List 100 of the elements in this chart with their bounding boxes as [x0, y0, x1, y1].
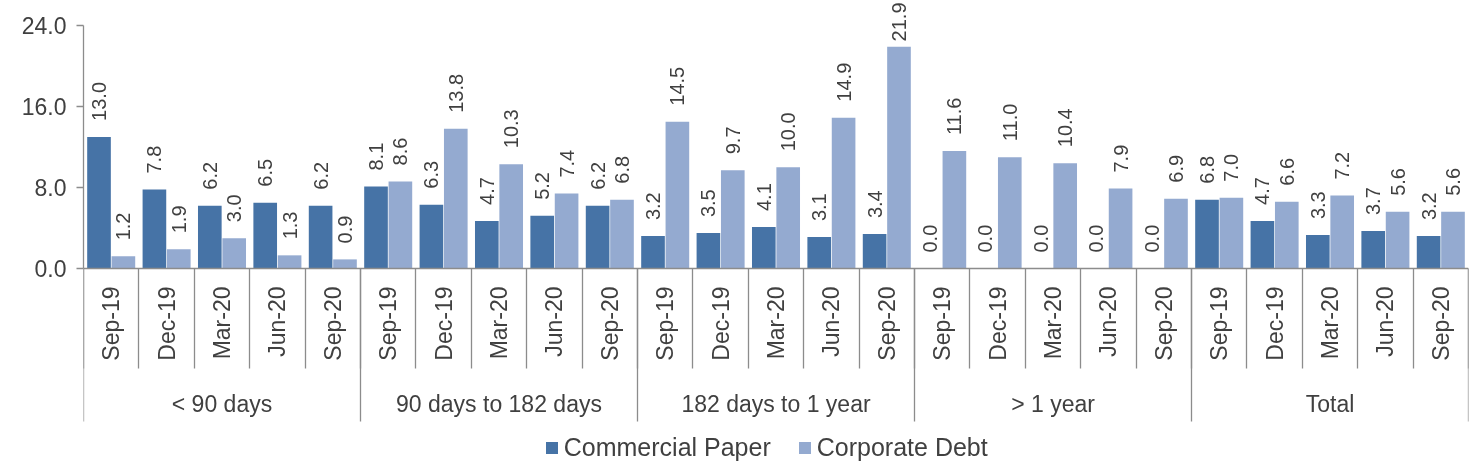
- legend-label: Commercial Paper: [563, 433, 771, 462]
- bar: [111, 256, 136, 269]
- x-tick-label: Mar-20: [1317, 286, 1343, 360]
- bar: [1416, 236, 1441, 269]
- x-tick-label: Jun-20: [818, 286, 845, 357]
- bar: [197, 205, 222, 269]
- bar: [1164, 198, 1188, 269]
- bar: [641, 236, 665, 269]
- bar: [1250, 220, 1275, 269]
- data-label: 3.0: [223, 194, 246, 223]
- y-tick-label: 16.0: [21, 94, 67, 120]
- data-label: 0.0: [1085, 224, 1108, 253]
- x-tick-label: Dec-19: [984, 286, 1011, 361]
- data-label: 3.3: [1306, 191, 1329, 220]
- data-label: 1.9: [167, 205, 190, 234]
- x-tick-label: Dec-19: [707, 286, 734, 361]
- data-label: 6.2: [309, 161, 332, 190]
- bar: [1195, 199, 1219, 269]
- bar: [1219, 197, 1244, 269]
- bar: [364, 186, 388, 269]
- bar: [1108, 188, 1133, 269]
- bar: [585, 205, 610, 269]
- text: 90 days to 182 days: [396, 390, 602, 417]
- x-tick-label: Sep-20: [596, 286, 623, 361]
- x-tick-label: Sep-19: [1206, 286, 1233, 361]
- data-label: 0.0: [919, 224, 942, 253]
- x-tick-label: Jun-20: [264, 286, 291, 357]
- x-tick-label: Mar-20: [1040, 286, 1066, 360]
- bar: [1385, 211, 1410, 269]
- x-tick-label: Dec-19: [153, 286, 180, 361]
- data-label: 7.2: [1331, 151, 1354, 180]
- bar: [419, 204, 444, 269]
- bar: [530, 215, 555, 269]
- bar: [142, 189, 167, 269]
- text: Total: [1305, 390, 1355, 417]
- data-label: 3.2: [1417, 192, 1440, 221]
- x-tick-label: Sep-19: [652, 286, 679, 361]
- bar: [1053, 163, 1078, 269]
- data-label: 14.5: [666, 66, 689, 106]
- bar: [862, 234, 887, 269]
- x-tick-label: Sep-20: [873, 286, 900, 361]
- data-label: 11.6: [943, 97, 966, 136]
- x-tick-label: Sep-19: [375, 286, 402, 361]
- data-label: 9.7: [721, 126, 744, 155]
- data-label: 3.5: [697, 189, 720, 218]
- data-label: 3.7: [1362, 187, 1385, 216]
- data-label: 13.0: [88, 81, 111, 121]
- data-label: 10.3: [500, 109, 523, 149]
- x-tick-label: Jun-20: [1372, 286, 1399, 357]
- data-label: 8.6: [389, 137, 412, 166]
- bar: [665, 121, 690, 269]
- data-label: 7.4: [555, 149, 578, 178]
- bar: [1361, 231, 1386, 269]
- data-label: 1.3: [278, 211, 301, 240]
- data-label: 6.8: [610, 155, 633, 184]
- data-label: 0.0: [1029, 224, 1052, 253]
- data-label: 7.0: [1220, 153, 1243, 182]
- bar: [807, 237, 832, 269]
- x-tick-label: Sep-20: [319, 286, 346, 361]
- data-label: 4.7: [475, 177, 498, 205]
- bar: [610, 199, 634, 269]
- x-tick-label: Sep-20: [1427, 286, 1454, 361]
- text: < 90 days: [171, 390, 273, 417]
- data-label: 6.2: [198, 161, 221, 190]
- data-label: 6.8: [1196, 155, 1219, 184]
- data-label: 10.0: [777, 112, 800, 152]
- x-tick-label: Sep-20: [1150, 286, 1177, 361]
- data-label: 0.9: [333, 215, 356, 244]
- x-tick-label: Mar-20: [486, 286, 512, 360]
- data-label: 10.4: [1054, 108, 1077, 148]
- data-label: 14.9: [832, 62, 855, 102]
- bar: [720, 170, 745, 269]
- bar: [333, 259, 357, 269]
- x-tick-label: Jun-20: [1095, 286, 1122, 357]
- data-label: 4.1: [752, 183, 775, 211]
- bar: [554, 193, 579, 269]
- x-tick-label: Dec-19: [430, 286, 457, 361]
- data-label: 3.1: [808, 193, 831, 222]
- data-label: 7.9: [1109, 144, 1132, 173]
- bar: [1274, 201, 1299, 269]
- data-label: 7.8: [143, 145, 166, 174]
- x-tick-label: Jun-20: [541, 286, 568, 357]
- data-label: 6.3: [420, 160, 443, 189]
- bar: [751, 226, 776, 269]
- data-label: 5.6: [1386, 167, 1409, 196]
- data-label: 6.6: [1275, 157, 1298, 186]
- bar: [887, 46, 911, 269]
- data-label: 21.9: [887, 2, 910, 42]
- bar: [499, 164, 524, 269]
- bar: [253, 202, 278, 269]
- y-tick-label: 24.0: [21, 13, 67, 39]
- bar: [443, 128, 468, 269]
- data-label: 5.2: [531, 172, 554, 200]
- y-tick-label: 0.0: [34, 256, 67, 282]
- bar: [308, 205, 333, 269]
- data-label: 13.8: [444, 73, 467, 113]
- bar: [87, 136, 111, 269]
- data-label: 4.7: [1251, 177, 1274, 205]
- bar: [222, 238, 247, 269]
- bar: [474, 220, 499, 269]
